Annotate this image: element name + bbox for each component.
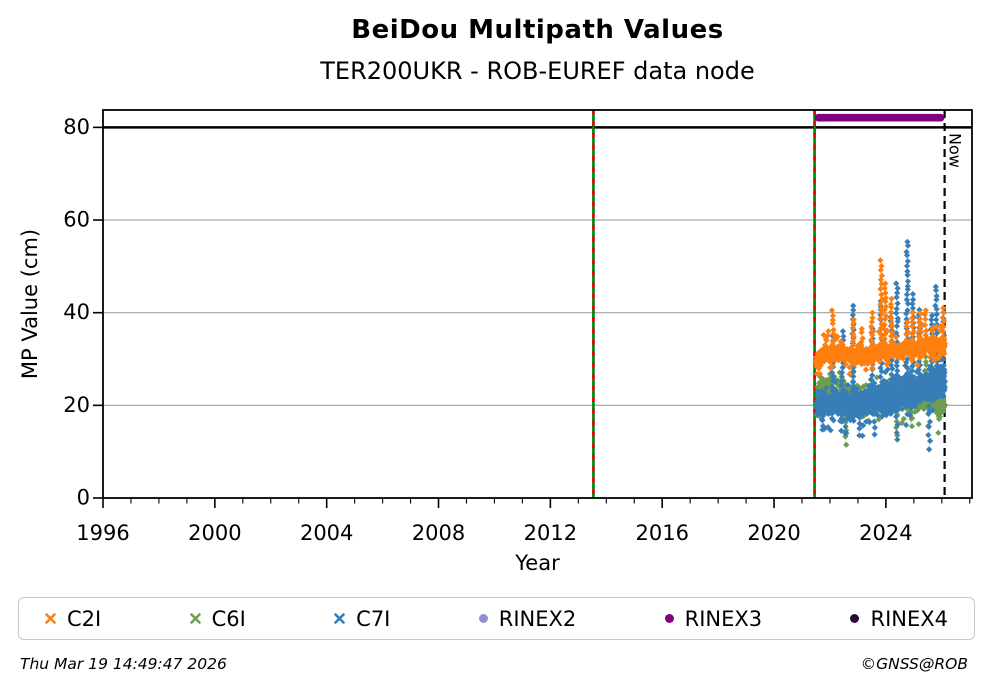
rinex3-dot-marker-icon (664, 614, 674, 623)
legend-label: RINEX4 (870, 606, 948, 631)
legend-label: RINEX2 (498, 606, 577, 631)
copyright-credit: ©GNSS@ROB (860, 655, 968, 673)
legend-item-c2i: C2I (45, 607, 101, 631)
y-axis-label: MP Value (cm) (18, 228, 42, 380)
chart-subtitle: TER200UKR - ROB-EUREF data node (320, 57, 755, 85)
legend-label: C7I (356, 606, 391, 631)
plot-timestamp: Thu Mar 19 14:49:47 2026 (20, 655, 227, 673)
legend-item-c6i: C6I (189, 606, 246, 631)
rinex4-dot-marker-icon (850, 614, 860, 623)
chart-title: BeiDou Multipath Values (351, 15, 724, 45)
c2i-x-marker-icon (45, 613, 56, 624)
legend-item-rinex2: RINEX2 (478, 606, 577, 631)
legend-item-rinex4: RINEX4 (850, 607, 948, 631)
x-axis-label: Year (515, 551, 560, 575)
legend-label: C2I (67, 606, 102, 631)
rinex2-dot-marker-icon (478, 614, 488, 623)
legend-item-rinex3: RINEX3 (664, 606, 763, 631)
legend-box: C2I C6I C7I RINEX2 RINEX3 RINEX4 (18, 597, 975, 640)
legend-item-c7i: C7I (334, 607, 390, 631)
legend-label: RINEX3 (684, 606, 763, 631)
c7i-x-marker-icon (334, 613, 345, 624)
c6i-x-marker-icon (189, 613, 201, 624)
legend-label: C6I (211, 606, 246, 631)
